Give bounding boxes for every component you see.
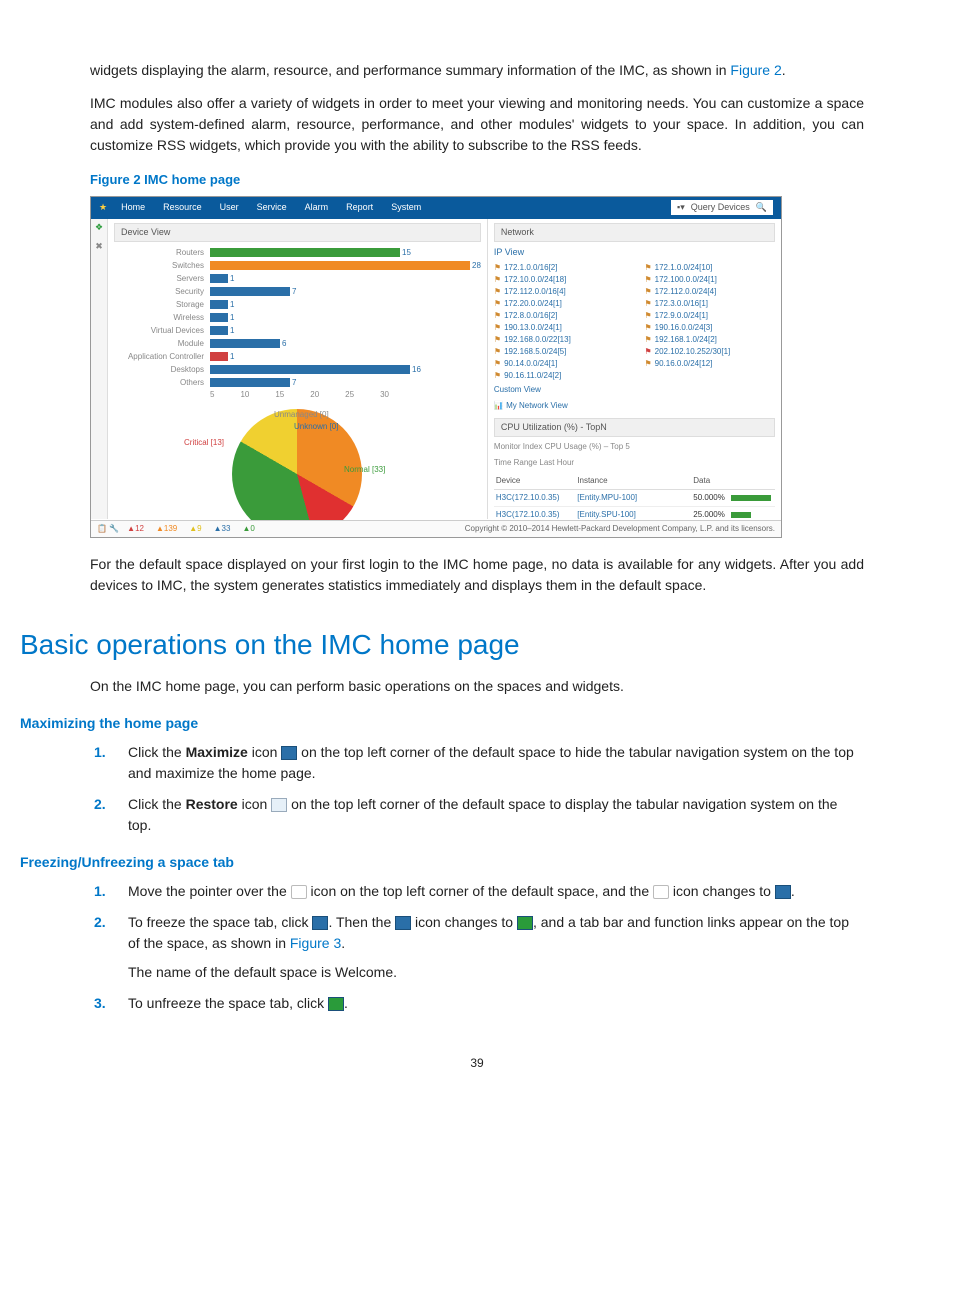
- nav-service[interactable]: Service: [257, 202, 287, 212]
- basic-ops-intro: On the IMC home page, you can perform ba…: [90, 676, 864, 697]
- pin-icon: [291, 885, 307, 899]
- ip-view-header: IP View: [494, 246, 775, 260]
- nav-system[interactable]: System: [391, 202, 421, 212]
- network-header: Network: [494, 223, 775, 243]
- restore-icon: [271, 798, 287, 812]
- figure-2-link[interactable]: Figure 2: [730, 62, 781, 78]
- nav-resource[interactable]: Resource: [163, 202, 202, 212]
- unfreeze-toggle-icon: [328, 997, 344, 1011]
- freeze-step-1: 1. Move the pointer over the icon on the…: [128, 881, 864, 902]
- freeze-step-2: 2. To freeze the space tab, click . Then…: [128, 912, 864, 983]
- device-view-header: Device View: [114, 223, 481, 243]
- max-step-2: 2. Click the Restore icon on the top lef…: [128, 794, 864, 836]
- nav-report[interactable]: Report: [346, 202, 373, 212]
- page-number: 39: [90, 1054, 864, 1072]
- freeze-step-3: 3. To unfreeze the space tab, click .: [128, 993, 864, 1014]
- nav-home[interactable]: Home: [121, 202, 145, 212]
- freeze-toggle-icon: [775, 885, 791, 899]
- custom-view-link[interactable]: Custom View: [494, 384, 775, 396]
- max-step-1: 1. Click the Maximize icon on the top le…: [128, 742, 864, 784]
- figure-2-caption: Figure 2 IMC home page: [90, 170, 864, 190]
- after-figure-para: For the default space displayed on your …: [90, 554, 864, 596]
- imc-navbar: ★ Home Resource User Service Alarm Report Syst…: [91, 197, 781, 219]
- my-network-view-link[interactable]: 📊 My Network View: [494, 400, 775, 412]
- intro-para-2: IMC modules also offer a variety of widg…: [90, 93, 864, 156]
- query-devices-box[interactable]: ▪▾ Query Devices 🔍: [671, 200, 773, 216]
- star-icon[interactable]: ★: [99, 201, 107, 215]
- freezing-heading: Freezing/Unfreezing a space tab: [20, 852, 864, 873]
- figure-3-link[interactable]: Figure 3: [290, 935, 341, 951]
- unfreeze-toggle-icon: [517, 916, 533, 930]
- pin-icon: [653, 885, 669, 899]
- left-rail: ❖ ✖: [91, 219, 108, 519]
- imc-home-screenshot: ★ Home Resource User Service Alarm Report Syst…: [90, 196, 782, 538]
- nav-alarm[interactable]: Alarm: [305, 202, 329, 212]
- cpu-util-header: CPU Utilization (%) - TopN: [494, 418, 775, 438]
- status-footer: 📋 🔧 ▲12▲139▲9▲33▲0 Copyright © 2010–2014…: [91, 520, 781, 537]
- freeze-toggle-icon: [312, 916, 328, 930]
- maximize-icon: [281, 746, 297, 760]
- intro-para-1: widgets displaying the alarm, resource, …: [90, 60, 864, 81]
- network-panel: Network IP View 172.1.0.0/16[2]172.10.0.…: [487, 219, 781, 519]
- freeze-toggle-icon: [395, 916, 411, 930]
- basic-operations-heading: Basic operations on the IMC home page: [20, 624, 864, 666]
- device-view-panel: Device View Routers15Switches28Servers1S…: [108, 219, 487, 519]
- maximizing-heading: Maximizing the home page: [20, 713, 864, 734]
- nav-user[interactable]: User: [220, 202, 239, 212]
